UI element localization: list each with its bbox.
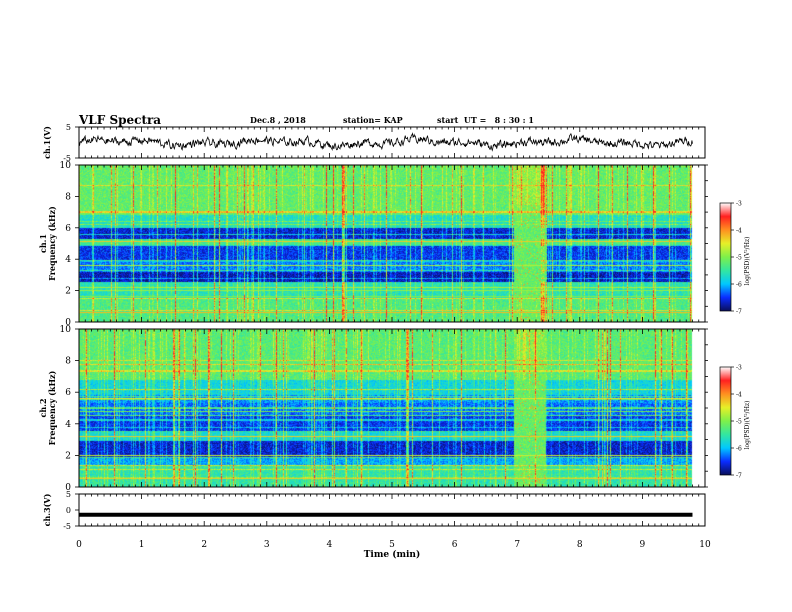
date-label: Dec.8 , 2018 <box>250 115 306 125</box>
colorbar-label: log(PSD)(V²/Hz) <box>744 401 751 450</box>
x-tick-label: 9 <box>640 540 646 550</box>
colorbar-label: log(PSD)(V²/Hz) <box>744 237 751 286</box>
colorbar-tick-label: -5 <box>736 419 742 426</box>
y-tick-label: 6 <box>65 224 71 234</box>
x-tick-label: 4 <box>327 540 333 550</box>
colorbar <box>719 366 732 476</box>
x-tick-label: 8 <box>577 540 583 550</box>
ch1-waveform-trace <box>78 132 693 152</box>
y-tick-label: -5 <box>63 522 71 531</box>
x-tick-label: 1 <box>139 540 145 550</box>
y-tick-label: 0 <box>65 318 71 328</box>
y-axis-label: ch.1 <box>38 234 48 253</box>
colorbar-tick-label: -5 <box>736 255 742 262</box>
y-tick-label: 8 <box>65 357 71 367</box>
y-axis-label: ch.1(V) <box>42 126 52 159</box>
x-tick-label: 2 <box>201 540 207 550</box>
x-axis-label: Time (min) <box>364 549 421 560</box>
colorbar-tick-label: -7 <box>736 473 742 480</box>
colorbar-tick-label: -3 <box>736 201 742 208</box>
start-time-label: start UT = 8 : 30 : 1 <box>437 115 534 125</box>
y-axis-label: Frequency (kHz) <box>47 370 57 445</box>
station-label: station= KAP <box>343 115 403 125</box>
y-tick-label: 8 <box>65 192 71 202</box>
x-tick-label: 10 <box>699 540 711 550</box>
colorbar-tick-label: -4 <box>736 392 742 399</box>
spectrogram-ch2-spectrogram <box>79 329 705 487</box>
x-tick-label: 3 <box>264 540 270 550</box>
y-axis-label: ch.3(V) <box>42 493 52 526</box>
x-tick-label: 7 <box>514 540 520 550</box>
y-tick-label: 0 <box>65 483 71 493</box>
y-tick-label: 2 <box>65 287 71 297</box>
y-tick-label: 4 <box>65 255 71 265</box>
y-tick-label: 5 <box>66 123 71 132</box>
y-tick-label: 10 <box>60 325 72 335</box>
colorbar-tick-label: -3 <box>736 365 742 372</box>
y-tick-label: 6 <box>65 388 71 398</box>
y-tick-label: 4 <box>65 420 71 430</box>
figure-title: VLF Spectra <box>79 113 162 127</box>
colorbar-tick-label: -4 <box>736 228 742 235</box>
y-axis-label: Frequency (kHz) <box>47 206 57 281</box>
y-tick-label: 5 <box>66 490 71 499</box>
x-tick-label: 5 <box>389 540 395 550</box>
colorbar-tick-label: -6 <box>736 446 742 453</box>
colorbar <box>719 202 732 312</box>
y-axis-label: ch.2 <box>38 398 48 417</box>
y-tick-label: 10 <box>60 161 72 171</box>
colorbar-tick-label: -7 <box>736 309 742 316</box>
x-tick-label: 6 <box>452 540 458 550</box>
y-tick-label: 2 <box>65 451 71 461</box>
x-tick-label: 0 <box>76 540 82 550</box>
colorbar-tick-label: -6 <box>736 282 742 289</box>
y-tick-label: -5 <box>63 154 71 163</box>
spectrogram-ch1-spectrogram <box>79 165 705 322</box>
y-tick-label: 0 <box>66 506 71 515</box>
